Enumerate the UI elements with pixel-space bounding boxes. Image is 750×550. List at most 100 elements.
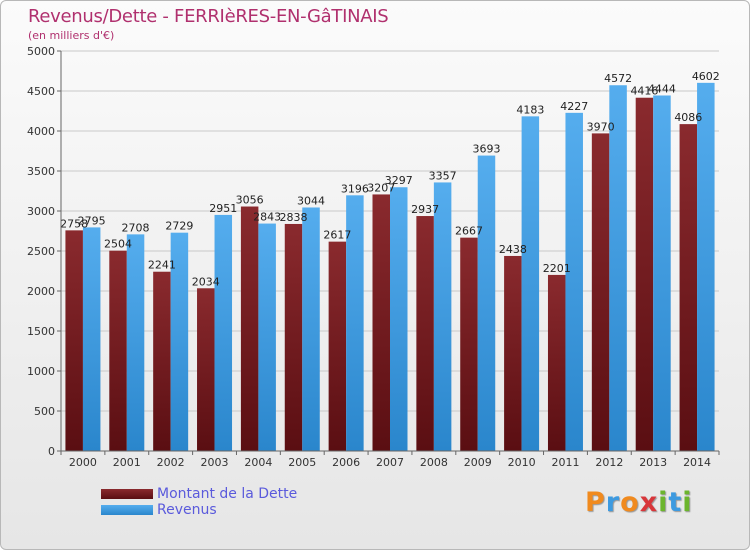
data-label-revenus: 4602 xyxy=(692,70,720,83)
bar-dette xyxy=(635,97,654,451)
bar-dette xyxy=(65,230,83,451)
x-tick-label: 2013 xyxy=(639,456,667,469)
bar-dette xyxy=(416,216,434,451)
logo-letter: t xyxy=(668,487,683,518)
data-label-revenus: 3693 xyxy=(472,143,500,156)
bar-revenus xyxy=(170,232,189,451)
data-label-dette: 2241 xyxy=(148,259,176,272)
y-tick-label: 4500 xyxy=(27,85,55,98)
data-label-revenus: 3357 xyxy=(429,169,457,182)
x-tick-label: 2003 xyxy=(201,456,229,469)
data-label-dette: 2758 xyxy=(60,217,88,230)
x-tick-label: 2000 xyxy=(69,456,97,469)
data-label-dette: 3970 xyxy=(587,120,615,133)
y-tick-label: 0 xyxy=(48,445,55,458)
bar-dette xyxy=(547,274,566,451)
logo-letter: i xyxy=(658,487,669,518)
bar-revenus xyxy=(258,223,276,451)
bar-dette xyxy=(328,241,347,451)
data-label-revenus: 4183 xyxy=(516,103,544,116)
bar-dette xyxy=(197,288,215,451)
bar-dette xyxy=(460,237,478,451)
logo-letter: x xyxy=(639,487,659,518)
logo-letter: o xyxy=(620,487,640,518)
logo-letter: r xyxy=(605,487,621,518)
chart-subtitle: (en milliers d'€) xyxy=(28,29,115,42)
proxiti-logo: Proxiti xyxy=(585,487,693,518)
bar-dette xyxy=(504,255,522,451)
y-tick-label: 4000 xyxy=(27,125,55,138)
bar-dette xyxy=(109,250,127,451)
data-label-dette: 2201 xyxy=(543,262,571,275)
bar-dette xyxy=(153,271,171,451)
x-tick-label: 2012 xyxy=(595,456,623,469)
data-label-dette: 2034 xyxy=(192,275,220,288)
x-tick-label: 2009 xyxy=(464,456,492,469)
x-tick-label: 2007 xyxy=(376,456,404,469)
chart-title: Revenus/Dette - FERRIèRES-EN-GâTINAIS xyxy=(28,6,389,27)
x-tick-label: 2008 xyxy=(420,456,448,469)
data-label-revenus: 3044 xyxy=(297,194,325,207)
y-tick-label: 3000 xyxy=(27,205,55,218)
y-tick-label: 500 xyxy=(34,405,55,418)
y-tick-label: 2500 xyxy=(27,245,55,258)
y-tick-label: 2000 xyxy=(27,285,55,298)
bar-dette xyxy=(591,133,610,451)
x-tick-label: 2005 xyxy=(288,456,316,469)
bar-revenus xyxy=(433,182,452,451)
bars xyxy=(65,82,715,452)
legend-label-revenus: Revenus xyxy=(157,502,217,518)
data-label-dette: 4416 xyxy=(630,85,658,98)
data-label-revenus: 2708 xyxy=(122,221,150,234)
x-tick-label: 2004 xyxy=(244,456,272,469)
data-label-dette: 2438 xyxy=(499,243,527,256)
legend-swatch-dette xyxy=(101,489,153,499)
x-tick-label: 2011 xyxy=(551,456,579,469)
logo-letter: i xyxy=(682,487,693,518)
data-label-revenus: 4572 xyxy=(604,72,632,85)
data-label-dette: 2617 xyxy=(323,229,351,242)
x-tick-label: 2006 xyxy=(332,456,360,469)
data-label-dette: 3207 xyxy=(367,181,395,194)
bar-dette xyxy=(284,223,303,451)
bar-revenus xyxy=(126,234,145,451)
bar-dette xyxy=(372,194,390,451)
x-tick-label: 2001 xyxy=(113,456,141,469)
y-tick-label: 5000 xyxy=(27,45,55,58)
bar-revenus xyxy=(302,207,320,451)
data-label-revenus: 3297 xyxy=(385,174,413,187)
bar-revenus xyxy=(609,85,627,452)
data-label-dette: 2838 xyxy=(280,211,308,224)
data-label-dette: 2504 xyxy=(104,238,132,251)
legend-swatch-revenus xyxy=(101,505,153,515)
axes: 0 500 1000 1500 2000 2500 3000 3500 4000 4500 5000… xyxy=(27,45,720,469)
bar-dette xyxy=(240,206,259,451)
data-label-revenus: 2951 xyxy=(209,202,237,215)
data-label-dette: 2667 xyxy=(455,225,483,238)
y-tick-label: 1500 xyxy=(27,325,55,338)
data-label-revenus: 3196 xyxy=(341,182,369,195)
bar-revenus xyxy=(697,82,715,451)
bar-revenus xyxy=(390,187,408,452)
y-tick-label: 1000 xyxy=(27,365,55,378)
data-label-revenus: 4444 xyxy=(648,82,676,95)
data-label-revenus: 2795 xyxy=(78,214,106,227)
data-label-revenus: 2729 xyxy=(165,220,193,233)
data-label-revenus: 4227 xyxy=(560,100,588,113)
data-label-dette: 3056 xyxy=(236,194,264,207)
logo-letter: P xyxy=(585,487,606,518)
bar-revenus xyxy=(565,112,583,451)
bar-dette xyxy=(679,124,698,452)
data-label-revenus: 2843 xyxy=(253,211,281,224)
bar-revenus xyxy=(214,214,233,451)
bar-revenus xyxy=(346,195,364,451)
legend-label-dette: Montant de la Dette xyxy=(157,486,298,502)
x-tick-label: 2002 xyxy=(157,456,185,469)
y-tick-label: 3500 xyxy=(27,165,55,178)
x-tick-label: 2014 xyxy=(683,456,711,469)
bar-revenus xyxy=(477,155,496,451)
bar-revenus xyxy=(82,227,101,451)
x-tick-label: 2010 xyxy=(508,456,536,469)
